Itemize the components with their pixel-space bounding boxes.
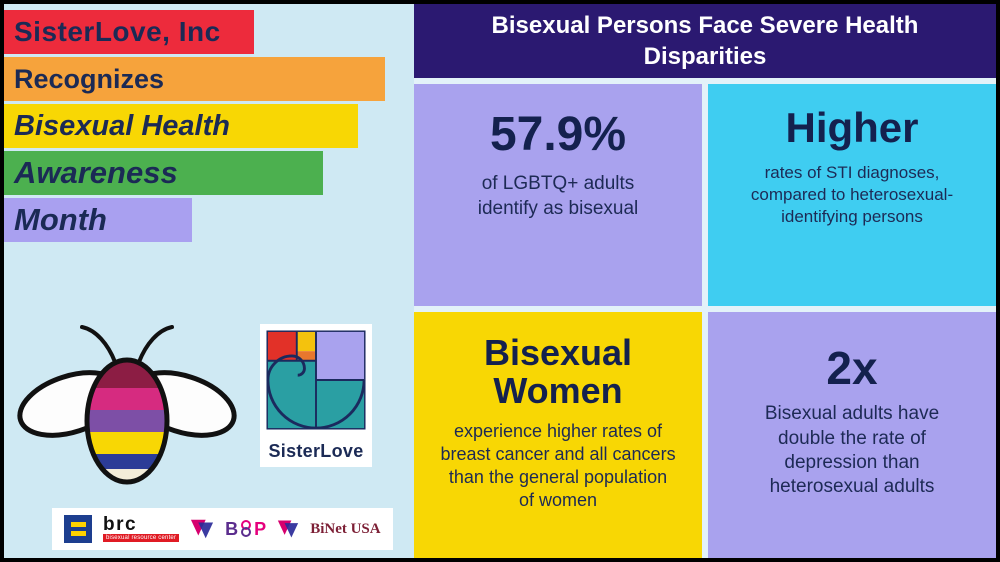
- stat-value-bisexual-women: Bisexual Women: [483, 332, 633, 411]
- banner-month: Month: [4, 198, 192, 242]
- stat-value-2x: 2x: [826, 342, 878, 394]
- partner-logos: brc bisexual resource center B P BiNet U…: [52, 508, 393, 550]
- binet-usa-label: BiNet USA: [310, 520, 381, 537]
- brc-logo-text: brc: [103, 513, 138, 535]
- stat-description: of LGBTQ+ adults identify as bisexual: [477, 173, 639, 219]
- bop-letter-p: P: [254, 518, 267, 539]
- hrc-equal-bar: [70, 531, 86, 536]
- banner-awareness: Awareness: [4, 151, 323, 195]
- bop-logo: B P: [225, 519, 266, 540]
- banner-sisterlove-inc: SisterLove, Inc: [4, 10, 254, 54]
- header-title: Bisexual Persons Face Severe Health Disp…: [414, 4, 996, 78]
- stat-value-higher: Higher: [785, 104, 919, 151]
- stats-grid: 57.9% of LGBTQ+ adults identify as bisex…: [414, 78, 996, 558]
- gender-symbols-icon: [241, 520, 252, 537]
- stat-card-bisexual-women-cancer: Bisexual Women experience higher rates o…: [414, 312, 702, 558]
- stat-card-bisexual-identity: 57.9% of LGBTQ+ adults identify as bisex…: [414, 84, 702, 306]
- sisterlove-logo: SisterLove: [260, 324, 372, 467]
- banner-recognizes-label: Recognizes: [14, 63, 165, 94]
- stat-card-sti-rates: Higher rates of STI diagnoses, compared …: [708, 84, 996, 306]
- right-panel: Bisexual Persons Face Severe Health Disp…: [414, 4, 996, 558]
- title-banners: SisterLove, Inc Recognizes Bisexual Heal…: [4, 10, 385, 245]
- banner-recognizes: Recognizes: [4, 57, 385, 101]
- stat-description: experience higher rates of breast cancer…: [440, 420, 676, 510]
- hrc-equality-logo-icon: [64, 515, 92, 543]
- banner-awareness-label: Awareness: [14, 155, 178, 190]
- stat-description: rates of STI diagnoses, compared to hete…: [750, 163, 954, 226]
- bop-letter-b: B: [225, 518, 239, 539]
- hrc-equal-bar: [70, 522, 86, 527]
- brc-tagline: bisexual resource center: [103, 534, 180, 543]
- stat-description: Bisexual adults have double the rate of …: [764, 403, 940, 498]
- banner-bisexual-health: Bisexual Health: [4, 104, 358, 148]
- golden-spiral-logo-icon: [266, 330, 366, 430]
- bee-illustration: [17, 325, 237, 485]
- binet-biangles-icon: [278, 520, 299, 538]
- banner-bisexual-health-label: Bisexual Health: [14, 109, 230, 142]
- banner-month-label: Month: [14, 202, 107, 237]
- brc-logo: brc bisexual resource center: [103, 513, 180, 543]
- banner-sisterlove-inc-label: SisterLove, Inc: [14, 16, 221, 47]
- sisterlove-logo-label: SisterLove: [268, 441, 364, 461]
- left-panel: SisterLove, Inc Recognizes Bisexual Heal…: [4, 4, 414, 558]
- biangles-icon: [191, 519, 214, 539]
- stat-card-depression: 2x Bisexual adults have double the rate …: [708, 312, 996, 558]
- stat-value-percentage: 57.9%: [489, 108, 627, 161]
